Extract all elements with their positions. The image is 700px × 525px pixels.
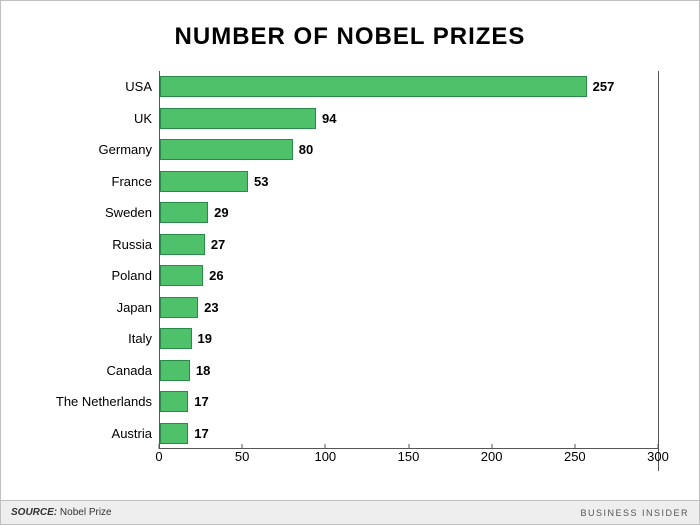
bar-category-label: Japan — [117, 300, 160, 315]
bar-row: Sweden29 — [160, 202, 658, 223]
bar-value-label: 94 — [316, 111, 336, 126]
bar-category-label: USA — [125, 79, 160, 94]
bar-value-label: 17 — [188, 426, 208, 441]
bar-row: UK94 — [160, 108, 658, 129]
bar-row: USA257 — [160, 76, 658, 97]
bar-category-label: Germany — [99, 142, 160, 157]
bar — [160, 76, 587, 97]
bars-region: USA257 UK94 Germany80 France53 Sweden29 Russi… — [159, 71, 658, 449]
footer-bar: SOURCE: Nobel Prize BUSINESS INSIDER — [1, 500, 699, 524]
bar-category-label: Sweden — [105, 205, 160, 220]
x-tick-label: 150 — [398, 449, 420, 464]
bar-value-label: 29 — [208, 205, 228, 220]
source-value: Nobel Prize — [60, 507, 112, 518]
bar-row: The Netherlands17 — [160, 391, 658, 412]
x-tick-label: 250 — [564, 449, 586, 464]
bar-row: Italy19 — [160, 328, 658, 349]
x-axis: 050100150200250300 — [159, 449, 658, 471]
bar-value-label: 27 — [205, 237, 225, 252]
chart-title: NUMBER OF NOBEL PRIZES — [1, 1, 699, 61]
bar-row: Austria17 — [160, 423, 658, 444]
bar-row: Canada18 — [160, 360, 658, 381]
bar — [160, 265, 203, 286]
bar-category-label: Italy — [128, 331, 160, 346]
bar-category-label: UK — [134, 111, 160, 126]
bar — [160, 234, 205, 255]
source: SOURCE: Nobel Prize — [11, 507, 112, 518]
bar — [160, 360, 190, 381]
bar-category-label: Austria — [112, 426, 160, 441]
chart-area: USA257UK94Germany80France53Sweden29Russi… — [41, 71, 659, 471]
bar-row: Japan23 — [160, 297, 658, 318]
attribution: BUSINESS INSIDER — [580, 508, 689, 518]
chart-container: NUMBER OF NOBEL PRIZES USA257UK94Germany… — [0, 0, 700, 525]
x-tick-label: 200 — [481, 449, 503, 464]
bar-value-label: 80 — [293, 142, 313, 157]
bar — [160, 139, 293, 160]
bar-value-label: 17 — [188, 394, 208, 409]
bar-row: Russia27 — [160, 234, 658, 255]
bar — [160, 171, 248, 192]
x-tick-label: 100 — [314, 449, 336, 464]
bar — [160, 423, 188, 444]
bar — [160, 391, 188, 412]
bar — [160, 108, 316, 129]
bar — [160, 202, 208, 223]
bar-category-label: Canada — [106, 363, 160, 378]
bar-row: Germany80 — [160, 139, 658, 160]
bar — [160, 297, 198, 318]
bar-value-label: 18 — [190, 363, 210, 378]
bar-value-label: 53 — [248, 174, 268, 189]
bar-value-label: 19 — [192, 331, 212, 346]
bar-category-label: The Netherlands — [56, 394, 160, 409]
chart-wrap: USA257UK94Germany80France53Sweden29Russi… — [41, 71, 659, 471]
bar-value-label: 26 — [203, 268, 223, 283]
bar-category-label: France — [112, 174, 160, 189]
bar-row: France53 — [160, 171, 658, 192]
bar — [160, 328, 192, 349]
bar-row: Poland26 — [160, 265, 658, 286]
bar-value-label: 257 — [587, 79, 615, 94]
source-label: SOURCE: — [11, 507, 57, 518]
bar-category-label: Russia — [112, 237, 160, 252]
bar-category-label: Poland — [112, 268, 160, 283]
bar-value-label: 23 — [198, 300, 218, 315]
x-tick-label: 300 — [647, 449, 669, 464]
x-tick-label: 50 — [235, 449, 249, 464]
x-tick-label: 0 — [155, 449, 162, 464]
